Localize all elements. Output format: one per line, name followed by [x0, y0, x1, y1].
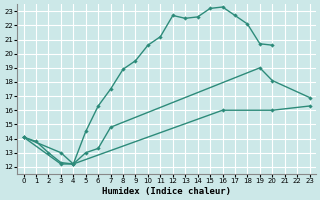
X-axis label: Humidex (Indice chaleur): Humidex (Indice chaleur)	[102, 187, 231, 196]
